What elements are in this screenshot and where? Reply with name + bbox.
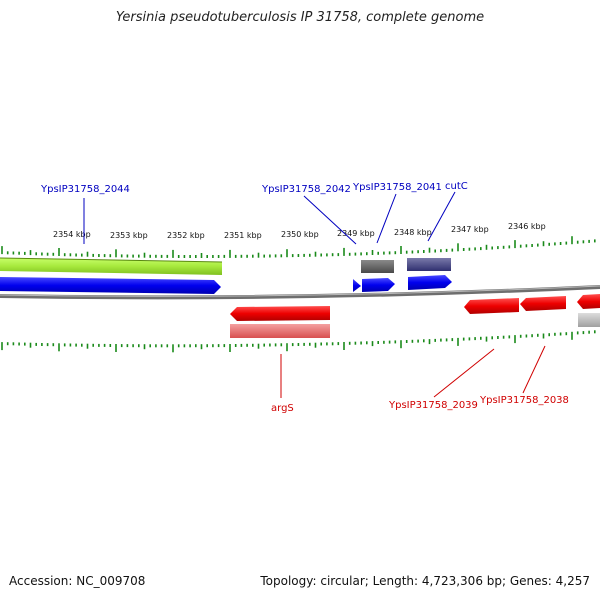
gene-label-2039: YpsIP31758_2039 (388, 400, 478, 411)
gene-label-args: argS (271, 403, 294, 414)
scale-label: 2352 kbp (167, 231, 205, 240)
feature-box-pink (230, 324, 330, 338)
gene-arrow-args (230, 306, 330, 321)
gene-arrow-partial (577, 294, 600, 309)
scale-label: 2354 kbp (53, 230, 91, 239)
rna-feature-green (0, 258, 222, 275)
gene-arrow-2041 (362, 278, 395, 292)
feature-box-navy (407, 258, 451, 271)
scale-label: 2348 kbp (394, 228, 432, 237)
gene-label-2042: YpsIP31758_2042 (261, 184, 351, 195)
leader-line (376, 193, 397, 244)
scale-label: 2346 kbp (508, 222, 546, 231)
gene-label-cutc: cutC (445, 181, 468, 192)
forward-tick-marks (1, 236, 596, 258)
feature-box-grey (361, 260, 394, 273)
gene-arrow-2038 (520, 296, 566, 311)
gene-arrow-cutc (408, 275, 452, 290)
gene-label-2038: YpsIP31758_2038 (479, 395, 569, 406)
reverse-tick-marks (1, 330, 596, 353)
gene-label-2044: YpsIP31758_2044 (40, 184, 130, 195)
scale-label: 2350 kbp (281, 230, 319, 239)
feature-box-lightgrey (578, 313, 600, 327)
accession-text: Accession: NC_009708 (9, 574, 146, 588)
scale-label: 2351 kbp (224, 231, 262, 240)
genome-backbone (0, 285, 600, 300)
scale-label: 2349 kbp (337, 229, 375, 238)
scale-label: 2347 kbp (451, 225, 489, 234)
scale-label: 2353 kbp (110, 231, 148, 240)
page-title: Yersinia pseudotuberculosis IP 31758, co… (115, 10, 485, 25)
genome-summary-text: Topology: circular; Length: 4,723,306 bp… (260, 574, 590, 588)
gene-label-2041: YpsIP31758_2041 (352, 182, 442, 193)
leader-line (522, 345, 546, 394)
gene-arrow-2044 (0, 277, 221, 294)
leader-line (303, 195, 357, 245)
gene-arrow-2039 (464, 298, 519, 314)
leader-line (427, 191, 456, 242)
leader-line (433, 348, 495, 398)
gene-arrow-2042 (353, 279, 361, 292)
